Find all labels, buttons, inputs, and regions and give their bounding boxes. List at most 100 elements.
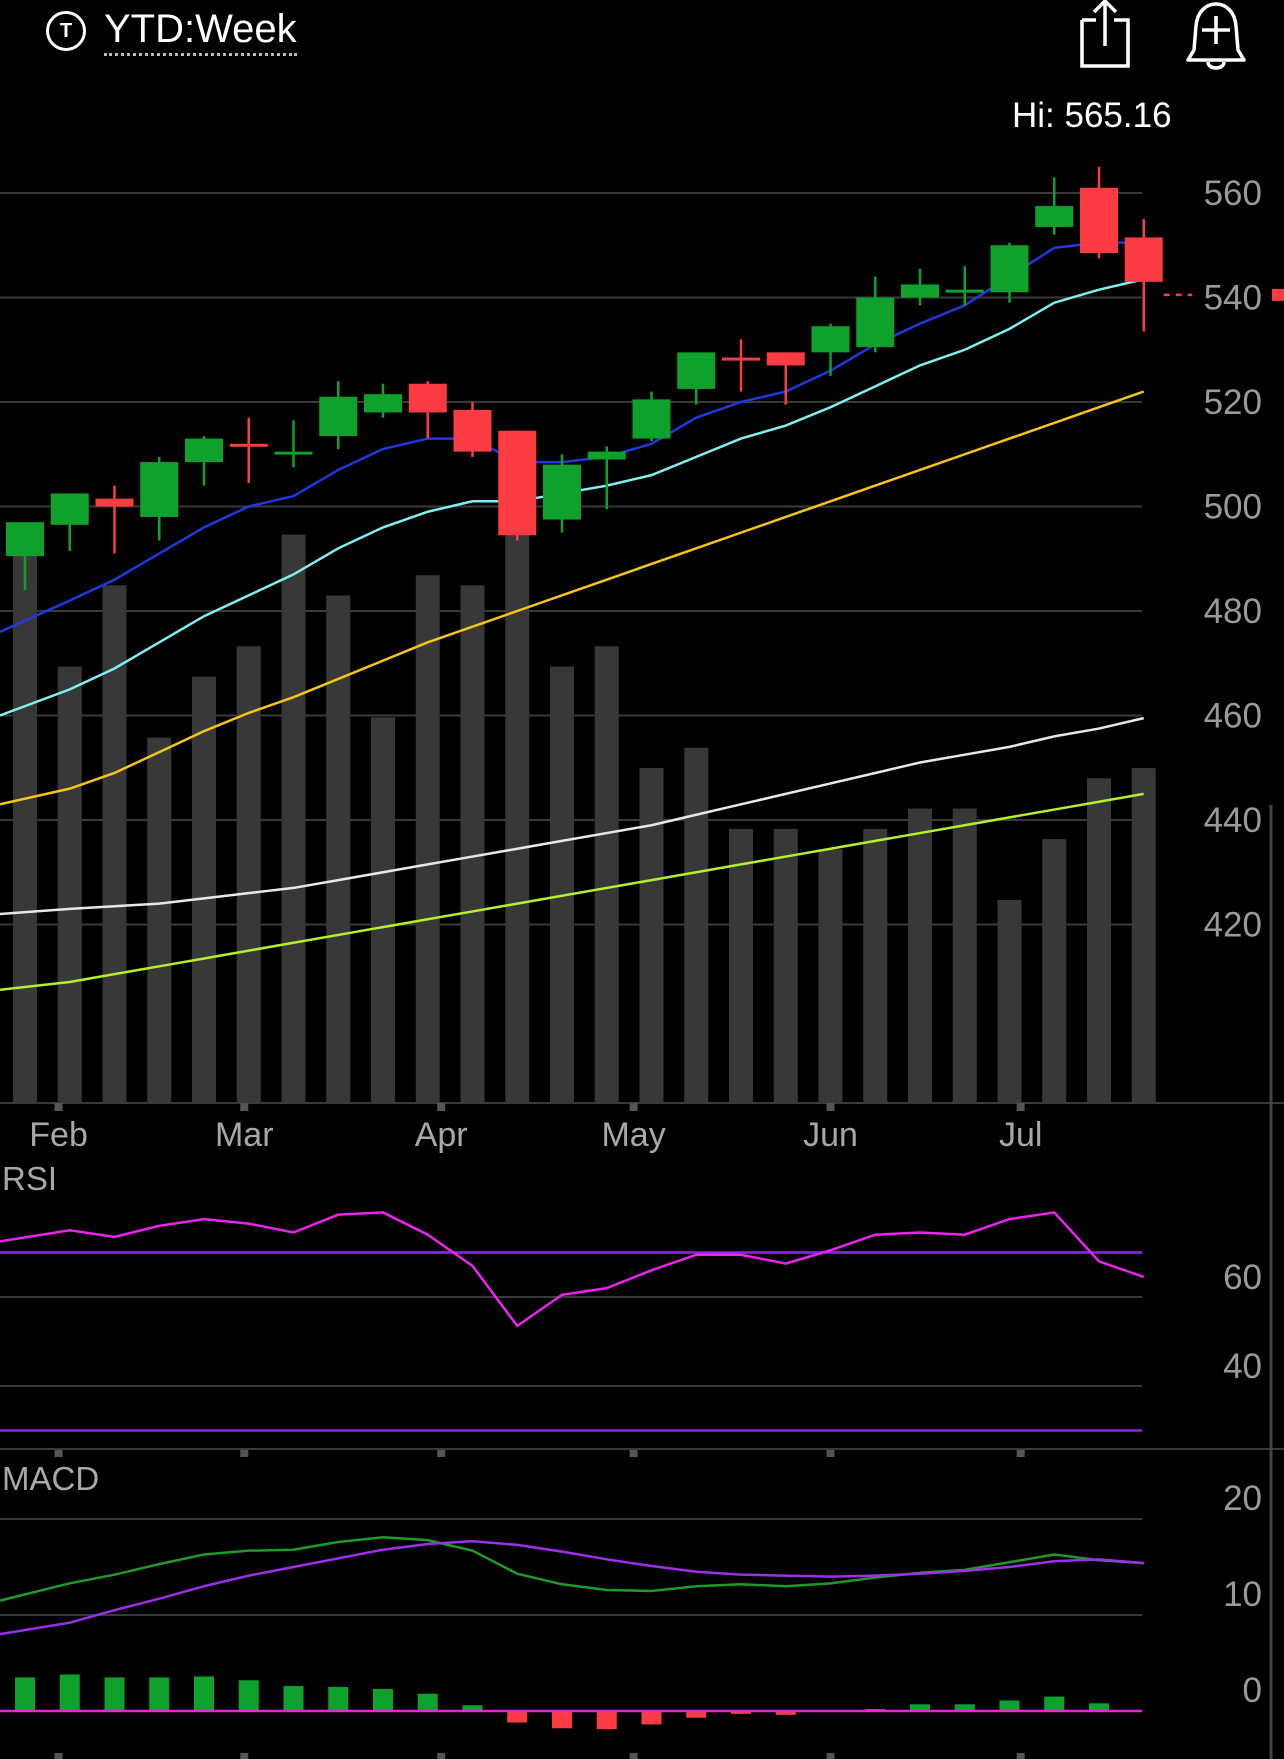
candle-up	[319, 381, 358, 450]
volume-bar	[1131, 768, 1156, 1103]
candle-body	[856, 297, 895, 348]
candle-body	[766, 352, 805, 366]
price-axis-label: 560	[1204, 174, 1262, 213]
macd-histogram-bar	[1044, 1696, 1065, 1711]
macd-histogram-bar	[283, 1686, 304, 1711]
candle-body	[274, 451, 313, 455]
month-tick-mark	[1016, 1753, 1025, 1759]
candle-body	[677, 352, 716, 389]
month-tick-mark	[437, 1753, 446, 1759]
volume-bar	[997, 900, 1022, 1103]
rsi-axis-label: 40	[1223, 1347, 1262, 1386]
candle-body	[319, 396, 358, 436]
month-label-jun: Jun	[803, 1116, 858, 1154]
volume-bar	[684, 747, 709, 1103]
candle-body	[408, 383, 447, 413]
volume-bar	[236, 646, 261, 1103]
price-axis-label: 520	[1204, 383, 1262, 422]
candle-up	[677, 352, 716, 405]
rsi-axis-label: 60	[1223, 1258, 1262, 1297]
candle-down	[1080, 166, 1118, 259]
candle-up	[990, 242, 1029, 303]
month-tick-mark	[240, 1753, 249, 1759]
month-label-jul: Jul	[999, 1116, 1042, 1154]
month-tick-mark	[240, 1449, 249, 1457]
candle-body	[722, 357, 760, 361]
candle-up	[945, 266, 984, 306]
volume-bar	[639, 768, 664, 1103]
timeframe-selector[interactable]: T YTD:Week	[46, 6, 297, 56]
macd-histogram-bar	[910, 1704, 930, 1711]
macd-histogram-bar	[417, 1693, 438, 1711]
high-price-label: Hi: 565.16	[1012, 96, 1172, 135]
candle-down	[95, 485, 134, 554]
candle-down	[453, 402, 492, 457]
candle-down	[1124, 219, 1163, 332]
volume-bar	[192, 676, 216, 1103]
macd-histogram-bar	[149, 1677, 170, 1711]
macd-histogram-bar	[328, 1687, 349, 1711]
share-icon[interactable]	[1070, 0, 1140, 72]
candle-body	[587, 451, 626, 460]
macd-histogram-bar	[1089, 1703, 1109, 1711]
macd-histogram-bar	[596, 1711, 617, 1730]
candle-body	[1080, 187, 1118, 254]
macd-histogram-bar	[238, 1680, 259, 1711]
candle-up	[901, 268, 939, 306]
candle-body	[364, 394, 402, 413]
candle-body	[498, 430, 537, 536]
candle-body	[543, 464, 581, 520]
volume-bar	[460, 585, 485, 1103]
candle-up	[364, 383, 402, 418]
candle-up	[632, 391, 671, 442]
candle-body	[229, 443, 268, 447]
candle-body	[50, 493, 89, 525]
macd-histogram-bar	[104, 1677, 125, 1711]
month-label-feb: Feb	[29, 1116, 88, 1154]
price-axis-label: 500	[1204, 488, 1262, 527]
month-tick-mark	[54, 1103, 63, 1111]
candle-up	[543, 454, 581, 533]
month-label-may: May	[601, 1116, 665, 1154]
moving-average-line-1	[0, 241, 1144, 634]
volume-bar	[371, 717, 395, 1103]
candle-up	[274, 420, 313, 468]
month-tick-mark	[437, 1103, 446, 1111]
rsi-line	[0, 1211, 1145, 1328]
moving-average-line-5	[0, 792, 1144, 992]
macd-axis-label: 0	[1243, 1671, 1262, 1710]
volume-bar	[773, 828, 798, 1103]
timeframe-title[interactable]: YTD:Week	[104, 7, 297, 56]
macd-histogram-bar	[552, 1711, 572, 1729]
candle-body	[632, 399, 671, 439]
month-tick-mark	[1016, 1103, 1025, 1111]
month-tick-mark	[1016, 1449, 1025, 1457]
candle-up	[50, 493, 89, 551]
price-axis-label: 440	[1204, 801, 1262, 840]
macd-histogram-bar	[775, 1711, 796, 1715]
candle-body	[1035, 206, 1074, 227]
candle-down	[722, 339, 760, 392]
moving-average-line-3	[0, 390, 1145, 806]
candle-body	[95, 498, 134, 507]
macd-histogram-bar	[462, 1705, 483, 1711]
candle-body	[6, 522, 44, 557]
volume-bar	[818, 849, 843, 1103]
candle-up	[1035, 177, 1074, 235]
candle-down	[766, 352, 805, 405]
volume-bar	[550, 666, 574, 1103]
month-tick-mark	[826, 1449, 835, 1457]
volume-bar	[57, 666, 82, 1103]
macd-signal-line	[0, 1539, 1144, 1636]
month-tick-mark	[629, 1103, 638, 1111]
candle-down	[408, 381, 447, 439]
volume-bar	[326, 595, 351, 1103]
macd-histogram-bar	[686, 1711, 707, 1718]
macd-histogram-bar	[641, 1711, 662, 1725]
moving-average-line-4	[0, 716, 1145, 916]
volume-bar	[1042, 839, 1067, 1103]
bell-plus-icon[interactable]	[1178, 0, 1254, 72]
ticker-t-icon: T	[46, 11, 86, 51]
month-tick-mark	[826, 1753, 835, 1759]
